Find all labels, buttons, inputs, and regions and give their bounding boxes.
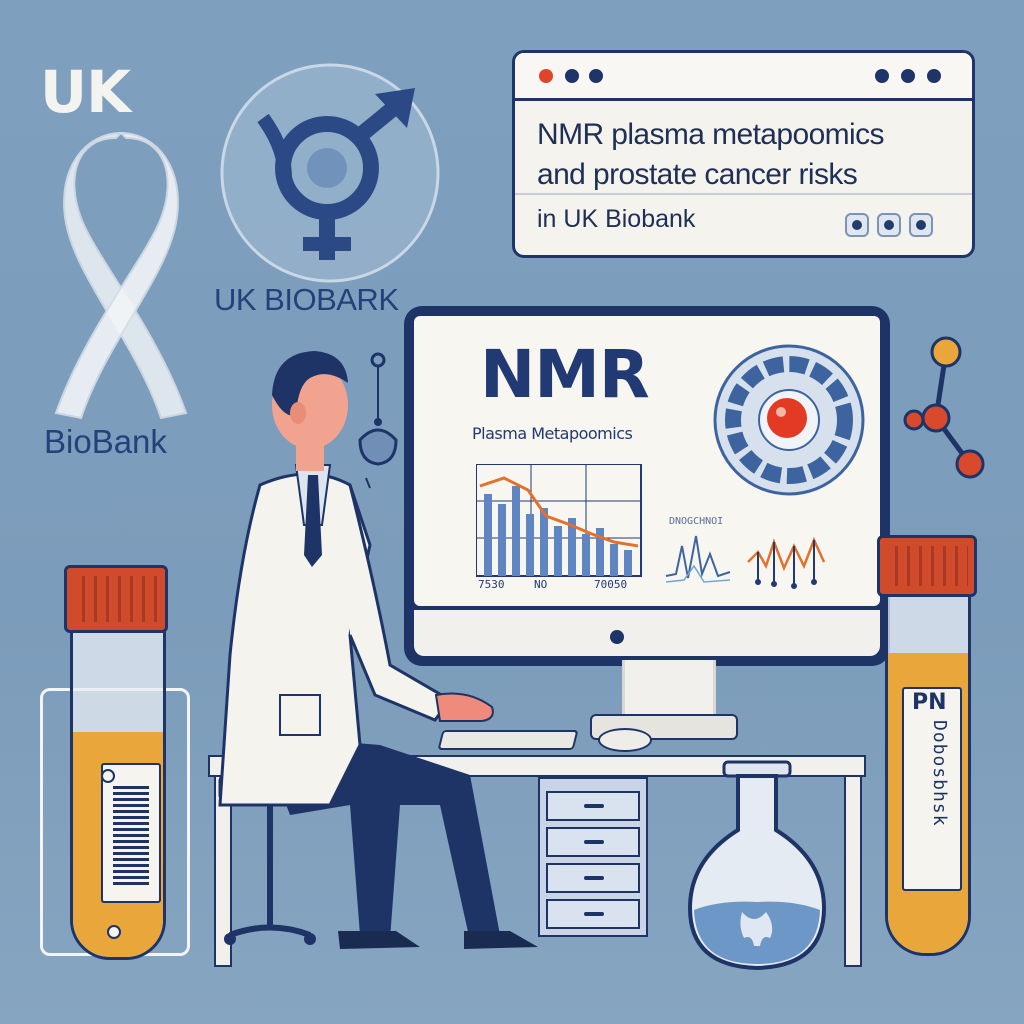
tick-label: 70050: [594, 578, 628, 591]
target-chart-icon: [713, 344, 865, 496]
tube-vertical-text: Dobosbhsk: [929, 720, 950, 827]
tube-label-text: PN: [912, 690, 947, 715]
desk-leg: [844, 775, 862, 967]
window-control-icon[interactable]: [927, 69, 941, 83]
barcode-label: [101, 763, 161, 903]
bar-chart-icon: [476, 464, 642, 577]
male-symbol-emblem: [220, 63, 440, 283]
monitor-screen: NMR Plasma Metapoomics: [414, 316, 880, 606]
divider: [515, 193, 972, 195]
heading-line-2: and prostate cancer risks: [537, 158, 858, 191]
monitor-stand: [622, 660, 716, 718]
uk-logo-text: UK: [40, 58, 131, 126]
screen-title: NMR: [480, 336, 650, 413]
drawer[interactable]: [546, 791, 640, 821]
tick-label: NO: [534, 578, 548, 591]
test-tube: [70, 630, 166, 960]
power-button-icon[interactable]: [610, 630, 624, 644]
tube-label: [902, 687, 962, 891]
pendulum-icon: [358, 352, 398, 489]
toolbar-button[interactable]: [909, 213, 933, 237]
screen-subtitle: Plasma Metapoomics: [472, 424, 633, 443]
dot-icon: [589, 69, 603, 83]
browser-heading: NMR plasma metapoomics and prostate canc…: [537, 115, 885, 195]
tick-label: 7530: [478, 578, 505, 591]
window-control-icon[interactable]: [901, 69, 915, 83]
awareness-ribbon-icon: [54, 131, 188, 420]
small-screen-label: DNOGCHNOI: [669, 516, 724, 527]
desk-drawers: [538, 777, 648, 937]
flask-icon: [687, 760, 827, 971]
scientist-figure: [218, 351, 538, 949]
molecule-icon: [903, 336, 985, 479]
computer-mouse[interactable]: [598, 728, 652, 752]
toolbar-button[interactable]: [845, 213, 869, 237]
browser-subheading: in UK Biobank: [537, 205, 696, 233]
biobank-logo-text: BioBank: [44, 423, 167, 460]
drawer[interactable]: [546, 863, 640, 893]
dot-icon: [565, 69, 579, 83]
browser-title-bar: [515, 53, 972, 101]
toolbar-button[interactable]: [877, 213, 901, 237]
uk-biobark-label: UK BIOBARK: [214, 282, 399, 317]
test-tube-cap: [877, 535, 977, 597]
drawer[interactable]: [546, 899, 640, 929]
test-tube: [885, 594, 971, 956]
close-dot-icon[interactable]: [539, 69, 553, 83]
test-tube-cap: [64, 565, 168, 633]
browser-window: NMR plasma metapoomics and prostate canc…: [512, 50, 975, 258]
monitor-chin: [414, 610, 880, 656]
molecular-structure-icon: [747, 536, 826, 589]
heading-line-1: NMR plasma metapoomics: [537, 118, 885, 151]
spectrum-icon: [665, 535, 731, 583]
drawer[interactable]: [546, 827, 640, 857]
window-control-icon[interactable]: [875, 69, 889, 83]
computer-monitor: NMR Plasma Metapoomics: [404, 306, 890, 666]
